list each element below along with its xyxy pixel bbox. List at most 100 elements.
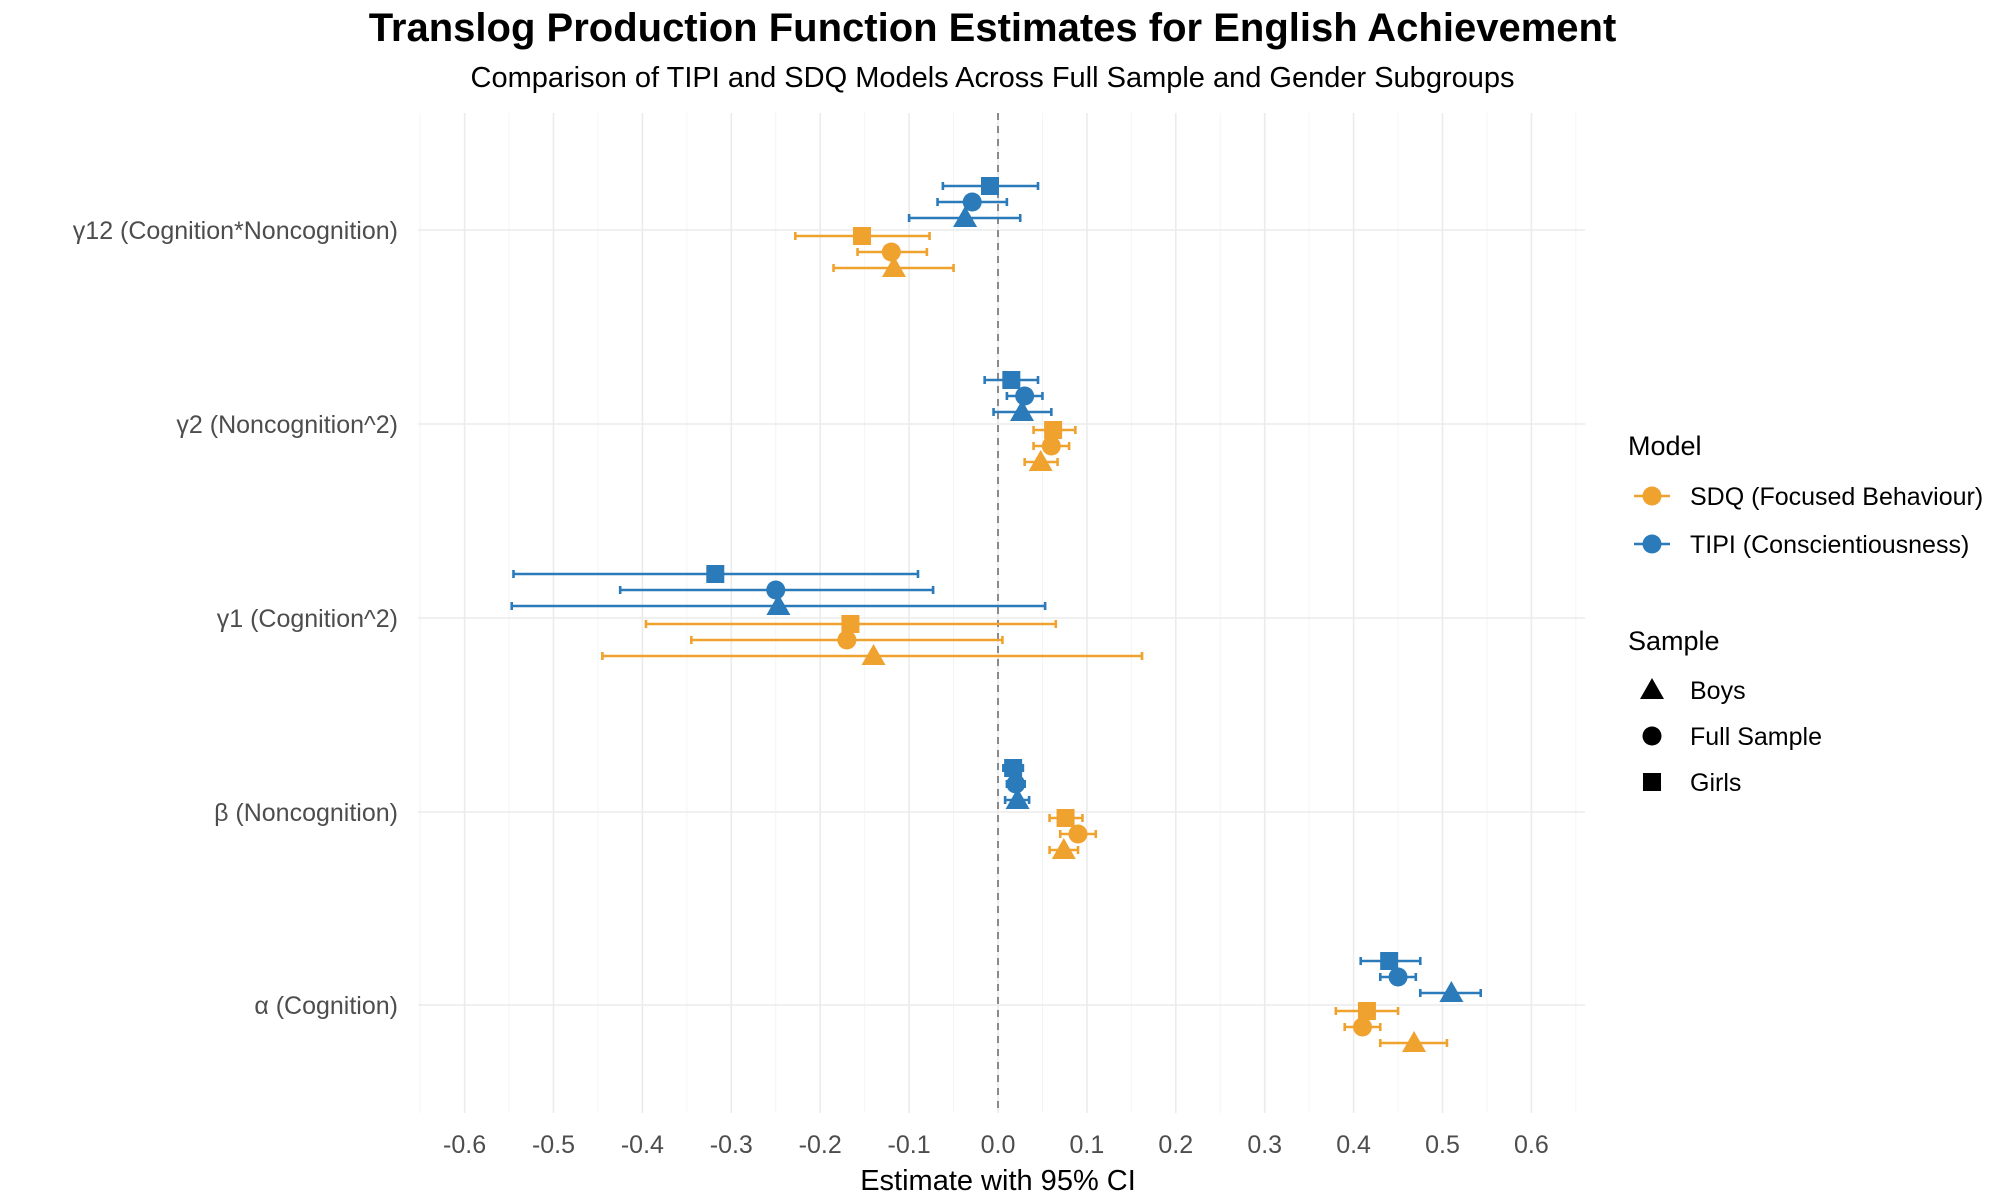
estimate-marker — [980, 177, 999, 195]
estimate-marker — [1051, 838, 1076, 859]
estimate-point — [1032, 436, 1071, 456]
legend-point-key — [1642, 534, 1662, 554]
x-tick-label: -0.6 — [443, 1131, 486, 1159]
category-label: β (Noncognition) — [214, 799, 398, 827]
estimate-marker — [1015, 386, 1035, 406]
estimate-point — [941, 177, 1040, 195]
legend-shape-key — [1640, 678, 1664, 699]
legend-sample-item: Boys — [1640, 677, 1746, 705]
estimate-marker — [1005, 788, 1030, 809]
estimate-point — [689, 630, 1004, 650]
estimate-marker — [881, 256, 906, 277]
x-tick-label: 0.0 — [981, 1131, 1016, 1159]
estimate-marker — [1402, 1031, 1427, 1052]
estimate-marker — [1388, 967, 1408, 987]
estimate-point — [983, 371, 1040, 389]
estimate-point — [907, 206, 1022, 227]
legend-model-title: Model — [1628, 431, 1702, 461]
estimate-marker — [1010, 400, 1035, 421]
legend-model-label: SDQ (Focused Behaviour) — [1690, 483, 1983, 511]
estimate-point — [1048, 809, 1084, 827]
estimate-marker — [837, 630, 857, 650]
estimate-point — [1058, 824, 1098, 844]
x-tick-label: -0.1 — [888, 1131, 931, 1159]
chart-subtitle: Comparison of TIPI and SDQ Models Across… — [470, 62, 1515, 94]
estimate-point — [618, 580, 935, 600]
x-tick-label: 0.6 — [1514, 1131, 1549, 1159]
x-tick-labels: -0.6 -0.5 -0.4 -0.3 -0.2 -0.1 0.0 0.1 0.2 0.3 0.4 0… — [443, 1131, 1549, 1159]
estimate-point — [510, 594, 1047, 615]
estimate-marker — [953, 206, 978, 227]
estimate-marker — [962, 192, 982, 212]
legend-sample-label: Girls — [1690, 769, 1741, 797]
estimate-point — [1032, 421, 1077, 439]
estimate-point — [1023, 450, 1059, 471]
estimate-marker — [706, 565, 725, 583]
estimate-point — [1048, 838, 1080, 859]
estimate-point — [1378, 1031, 1449, 1052]
estimate-marker — [766, 580, 786, 600]
estimate-point — [512, 565, 920, 583]
estimate-marker — [852, 227, 871, 245]
estimate-marker — [1357, 1002, 1376, 1020]
x-tick-label: -0.3 — [710, 1131, 753, 1159]
x-tick-label: -0.2 — [799, 1131, 842, 1159]
x-tick-label: 0.2 — [1158, 1131, 1193, 1159]
x-tick-label: 0.1 — [1070, 1131, 1105, 1159]
estimate-point — [936, 192, 1009, 212]
estimate-point — [1005, 386, 1044, 406]
estimate-point — [794, 227, 931, 245]
legend-model-item: TIPI (Conscientiousness) — [1634, 531, 1969, 559]
estimate-marker — [1068, 824, 1088, 844]
legend-shape-key — [1643, 773, 1661, 791]
estimate-marker — [881, 242, 901, 262]
legend-sample-item: Full Sample — [1642, 723, 1822, 751]
legend-sample-label: Boys — [1690, 677, 1746, 705]
estimate-marker — [1028, 450, 1053, 471]
legend-sample-label: Full Sample — [1690, 723, 1822, 751]
estimate-point — [1334, 1002, 1400, 1020]
legend-sample-item: Girls — [1643, 769, 1741, 797]
estimate-marker — [841, 615, 860, 633]
estimate-point — [1003, 788, 1031, 809]
x-tick-label: 0.5 — [1425, 1131, 1460, 1159]
estimate-marker — [1439, 981, 1464, 1002]
estimate-marker — [1006, 774, 1026, 794]
chart-title: Translog Production Function Estimates f… — [368, 6, 1617, 50]
estimate-point — [644, 615, 1058, 633]
legend-shape-key — [1642, 726, 1662, 746]
estimate-point — [832, 256, 955, 277]
grid-layer — [418, 113, 1585, 1113]
estimate-point — [1378, 967, 1418, 987]
category-label: γ2 (Noncognition^2) — [176, 411, 398, 439]
estimate-point — [1002, 759, 1025, 777]
estimate-marker — [1044, 421, 1063, 439]
x-tick-label: -0.4 — [621, 1131, 664, 1159]
category-label: γ12 (Cognition*Noncognition) — [73, 217, 398, 245]
legend-sample: Sample Boys Full Sample Girls — [1628, 626, 1822, 797]
category-label: α (Cognition) — [254, 992, 398, 1020]
category-labels: γ12 (Cognition*Noncognition) γ2 (Noncogni… — [73, 217, 398, 1020]
legend-model-label: TIPI (Conscientiousness) — [1690, 531, 1969, 559]
category-label: γ1 (Cognition^2) — [217, 605, 398, 633]
estimate-marker — [1380, 952, 1399, 970]
estimate-marker — [1056, 809, 1075, 827]
estimate-marker — [861, 644, 886, 665]
estimate-point — [856, 242, 929, 262]
estimate-point — [1343, 1017, 1382, 1037]
estimate-point — [1418, 981, 1483, 1002]
estimate-point — [601, 644, 1144, 665]
legend-model: Model SDQ (Focused Behaviour) TIPI (Consc… — [1628, 431, 1983, 559]
estimate-marker — [1002, 371, 1021, 389]
estimate-point — [992, 400, 1053, 421]
legend-sample-title: Sample — [1628, 626, 1720, 656]
x-axis-title: Estimate with 95% CI — [860, 1165, 1136, 1194]
x-tick-label: -0.5 — [532, 1131, 575, 1159]
estimate-marker — [1352, 1017, 1372, 1037]
estimate-point — [1005, 774, 1026, 794]
estimate-marker — [766, 594, 791, 615]
estimate-point — [1359, 952, 1422, 970]
estimate-marker — [1004, 759, 1023, 777]
x-tick-label: 0.3 — [1247, 1131, 1282, 1159]
estimate-marker — [1041, 436, 1061, 456]
